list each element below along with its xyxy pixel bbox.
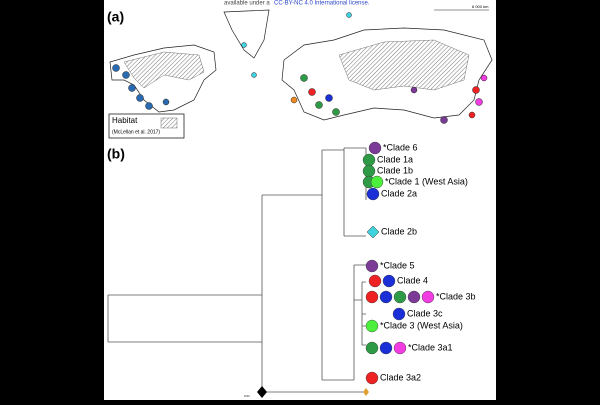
habitat-na bbox=[123, 51, 205, 89]
clade-marker bbox=[362, 164, 376, 178]
clade-marker bbox=[366, 187, 380, 201]
legend-title: Habitat bbox=[112, 116, 138, 125]
license-notice: available under a bbox=[224, 1, 270, 7]
clade-label: Clade 4 bbox=[397, 275, 428, 285]
clade-marker bbox=[407, 290, 421, 304]
clade-label: Clade 2a bbox=[381, 188, 417, 198]
figure: available under a CC-BY-NC 4.0 Internati… bbox=[104, 0, 496, 400]
root-node bbox=[257, 386, 267, 398]
habitat-eurasia bbox=[338, 39, 470, 91]
map-scale: 6 000 km bbox=[472, 4, 489, 9]
clade-label: Clade 3a2 bbox=[380, 372, 421, 382]
clade-label: Clade 2b bbox=[381, 226, 417, 236]
map bbox=[108, 9, 493, 139]
clade-marker bbox=[365, 341, 379, 355]
clade-marker bbox=[393, 341, 407, 355]
clade-marker bbox=[393, 290, 407, 304]
clade-marker bbox=[366, 225, 380, 239]
panel-label-a: (a) bbox=[107, 9, 124, 25]
clade-label: *Clade 3 (West Asia) bbox=[380, 320, 463, 330]
clade-label: Clade 1b bbox=[377, 165, 413, 175]
legend-source: (McLellan et al. 2017) bbox=[112, 129, 160, 135]
clade-label: *Clade 6 bbox=[383, 142, 418, 152]
figure-svg: available under a CC-BY-NC 4.0 Internati… bbox=[107, 1, 493, 398]
clade-marker bbox=[365, 371, 379, 385]
clade-marker bbox=[365, 259, 379, 273]
clade-marker bbox=[421, 290, 435, 304]
clade-label: *Clade 1 (West Asia) bbox=[385, 176, 468, 186]
clade-marker bbox=[368, 141, 382, 155]
tree-branches bbox=[107, 147, 374, 393]
clade-label: *Clade 3b bbox=[436, 291, 476, 301]
legend-swatch bbox=[160, 117, 178, 129]
clade-marker bbox=[368, 274, 382, 288]
clade-marker bbox=[379, 290, 393, 304]
clade-marker bbox=[365, 290, 379, 304]
clade-marker bbox=[362, 153, 376, 167]
greenland bbox=[223, 9, 270, 59]
clade-label: Clade 1a bbox=[377, 154, 413, 164]
sample-points bbox=[112, 12, 488, 124]
clade-label: *Clade 3a1 bbox=[408, 342, 453, 352]
clade-marker bbox=[370, 175, 384, 189]
clade-marker bbox=[365, 319, 379, 333]
license-link: CC-BY-NC 4.0 International license. bbox=[274, 1, 370, 7]
panel-label-b: (b) bbox=[107, 146, 125, 162]
outgroup-node bbox=[363, 388, 369, 396]
clade-marker bbox=[379, 341, 393, 355]
clade-label: Clade 3c bbox=[407, 308, 443, 318]
clade-marker bbox=[382, 274, 396, 288]
clade-marker bbox=[392, 307, 406, 321]
clade-label: *Clade 5 bbox=[380, 260, 415, 270]
tree-scale: 0.01 bbox=[244, 394, 250, 398]
